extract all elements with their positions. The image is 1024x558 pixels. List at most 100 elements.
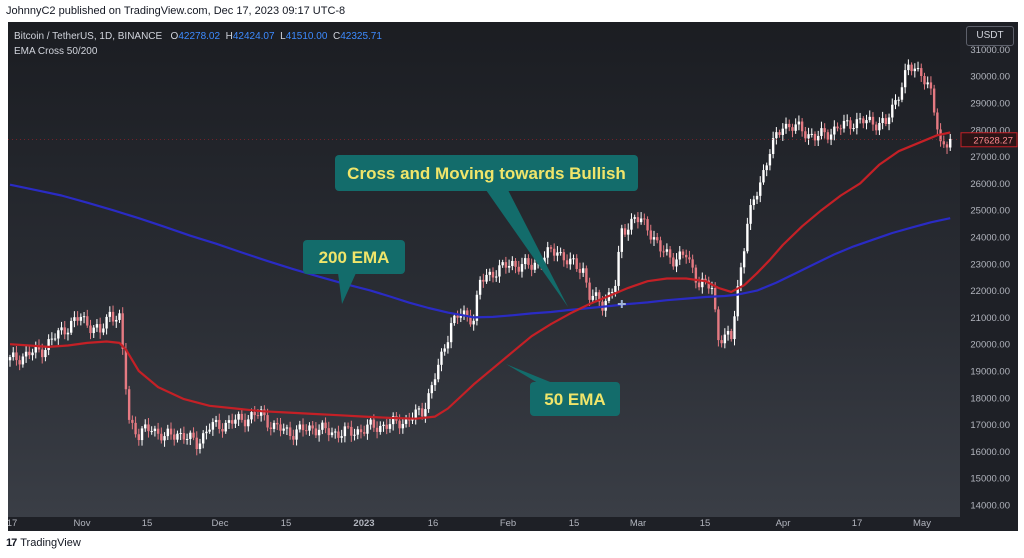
candle-body <box>826 132 830 140</box>
candle-body <box>292 436 295 440</box>
y-tick-label: 25000.00 <box>970 206 1010 217</box>
candle-body <box>50 338 54 340</box>
candle-body <box>256 415 260 417</box>
candle-body <box>105 316 108 329</box>
candle-body <box>382 424 385 426</box>
symbol-legend: Bitcoin / TetherUS, 1D, BINANCE O42278.0… <box>14 29 382 59</box>
candle-body <box>685 254 688 258</box>
candle-body <box>559 252 562 254</box>
candle-body <box>240 413 244 420</box>
candle-body <box>433 379 437 386</box>
candle-body <box>301 424 305 431</box>
candle-body <box>166 428 169 437</box>
candle-body <box>369 419 372 425</box>
candle-body <box>932 88 936 113</box>
candle-body <box>420 408 424 417</box>
candle-body <box>546 247 549 258</box>
candle-body <box>900 87 904 100</box>
candle-body <box>656 237 659 241</box>
candle-body <box>375 427 379 432</box>
candle-body <box>817 135 820 141</box>
candle-body <box>66 332 70 335</box>
candle-body <box>321 422 324 430</box>
candle-body <box>813 133 817 141</box>
candle-body <box>581 268 585 273</box>
candle-body <box>569 258 572 265</box>
candle-body <box>53 338 57 340</box>
candle-body <box>852 128 855 130</box>
candle-body <box>424 409 427 417</box>
candle-body <box>121 313 124 350</box>
chart-area[interactable]: 31000.00 30000.00 29000.00 28000.00 27000.00… <box>8 22 1018 531</box>
y-tick-label: 19000.00 <box>970 367 1010 378</box>
footer-brand[interactable]: 17 TradingView <box>6 537 81 549</box>
candle-body <box>218 419 221 429</box>
y-tick-label: 31000.00 <box>970 45 1010 56</box>
candle-body <box>102 328 105 333</box>
candle-body <box>234 419 237 424</box>
candle-body <box>694 267 698 283</box>
candle-body <box>804 131 807 139</box>
candle-body <box>765 165 768 171</box>
candle-body <box>69 320 73 333</box>
candle-body <box>79 316 83 321</box>
candle-body <box>28 351 31 356</box>
candle-body <box>8 357 12 361</box>
candle-body <box>385 424 388 429</box>
candle-body <box>627 229 630 235</box>
candle-body <box>440 351 443 365</box>
y-tick-label: 20000.00 <box>970 340 1010 351</box>
candle-body <box>585 268 588 283</box>
brand-name: TradingView <box>20 537 81 549</box>
candle-body <box>182 433 186 440</box>
candle-body <box>810 133 813 135</box>
candle-body <box>366 424 369 434</box>
candle-body <box>317 429 321 436</box>
candle-body <box>649 230 652 240</box>
y-tick-label: 16000.00 <box>970 447 1010 458</box>
callout-50ema-text: 50 EMA <box>544 390 605 409</box>
candle-body <box>762 170 765 183</box>
candle-body <box>488 271 491 275</box>
low-label: L <box>280 31 286 42</box>
candle-body <box>846 120 849 122</box>
candlestick-chart[interactable]: 31000.00 30000.00 29000.00 28000.00 27000.00… <box>8 22 1018 531</box>
candle-body <box>269 427 273 429</box>
candle-body <box>868 116 871 121</box>
candle-body <box>797 121 801 125</box>
candle-body <box>720 340 723 344</box>
candle-body <box>768 154 772 166</box>
candle-body <box>639 218 643 223</box>
indicator-label: EMA Cross 50/200 <box>14 46 98 57</box>
candle-body <box>140 428 144 441</box>
candle-body <box>57 330 60 339</box>
candle-body <box>630 218 633 230</box>
candle-body <box>633 217 636 219</box>
candle-body <box>462 310 466 316</box>
candle-body <box>211 422 215 430</box>
candle-body <box>466 310 469 316</box>
candle-body <box>588 282 591 300</box>
currency-button[interactable]: USDT <box>966 26 1014 46</box>
candle-body <box>913 68 917 72</box>
candle-body <box>314 428 318 436</box>
candle-body <box>163 436 166 441</box>
candle-body <box>115 319 118 322</box>
candle-body <box>446 342 450 349</box>
candle-body <box>160 433 163 441</box>
candle-body <box>430 385 434 394</box>
candle-body <box>111 311 115 322</box>
x-tick-label: 15 <box>142 518 153 529</box>
candle-body <box>472 320 475 325</box>
candle-body <box>343 426 347 437</box>
candle-body <box>713 287 717 310</box>
candle-body <box>195 437 198 450</box>
candle-body <box>636 217 640 223</box>
candle-body <box>89 325 92 334</box>
candle-body <box>24 351 28 357</box>
candle-body <box>704 278 707 281</box>
candle-body <box>124 349 128 390</box>
candle-body <box>707 280 710 289</box>
candle-body <box>456 315 459 318</box>
candle-body <box>185 438 189 440</box>
